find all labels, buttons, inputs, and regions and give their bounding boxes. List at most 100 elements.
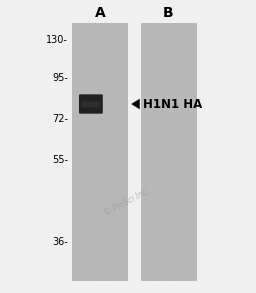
Point	[73, 131, 77, 136]
Point	[191, 138, 195, 142]
Point	[84, 37, 89, 42]
Point	[79, 105, 83, 109]
Point	[94, 30, 98, 35]
Point	[189, 65, 193, 70]
Point	[107, 96, 111, 101]
Point	[119, 237, 123, 241]
Point	[174, 134, 178, 139]
Point	[160, 241, 164, 245]
Point	[185, 94, 189, 99]
Point	[121, 143, 125, 148]
Point	[150, 200, 154, 205]
Point	[163, 107, 167, 111]
Point	[143, 209, 147, 213]
Point	[193, 69, 197, 74]
Point	[167, 161, 171, 166]
Point	[144, 117, 148, 122]
Point	[104, 86, 109, 90]
Point	[167, 225, 171, 230]
Point	[167, 221, 172, 226]
Point	[181, 217, 185, 222]
Point	[144, 146, 148, 150]
Point	[109, 47, 113, 52]
Point	[116, 125, 120, 130]
Point	[186, 54, 190, 59]
Point	[169, 237, 173, 242]
Point	[157, 84, 162, 89]
Point	[119, 118, 123, 123]
Point	[80, 235, 84, 239]
Point	[90, 237, 94, 242]
Point	[168, 68, 173, 72]
Point	[167, 169, 171, 174]
Point	[147, 234, 152, 239]
Point	[116, 92, 120, 96]
Point	[174, 32, 178, 37]
Point	[141, 163, 145, 167]
Point	[77, 78, 81, 82]
Point	[176, 44, 180, 48]
Point	[150, 259, 154, 264]
Point	[104, 128, 109, 133]
Point	[147, 145, 152, 150]
Point	[140, 215, 144, 220]
Point	[107, 213, 111, 217]
Point	[79, 204, 83, 209]
Point	[140, 74, 144, 79]
Point	[74, 200, 78, 205]
Point	[103, 221, 107, 225]
Point	[180, 194, 184, 199]
Point	[148, 217, 152, 222]
Point	[156, 30, 160, 35]
Point	[185, 97, 189, 102]
Point	[70, 120, 74, 125]
Point	[194, 236, 198, 241]
Point	[115, 73, 120, 77]
Point	[117, 146, 121, 150]
Point	[162, 33, 166, 38]
Point	[87, 94, 91, 99]
Point	[185, 222, 189, 226]
Point	[181, 47, 185, 52]
Point	[145, 271, 149, 276]
Point	[100, 271, 104, 276]
Point	[110, 266, 114, 271]
Point	[151, 22, 155, 27]
Point	[89, 248, 93, 253]
Point	[108, 206, 112, 211]
Point	[165, 244, 169, 249]
Point	[91, 98, 95, 103]
Point	[179, 118, 183, 123]
Point	[93, 247, 98, 252]
Point	[100, 182, 104, 187]
Point	[188, 120, 193, 125]
Point	[159, 64, 164, 68]
Point	[166, 44, 170, 49]
Point	[110, 202, 114, 207]
Point	[178, 184, 182, 189]
Point	[116, 62, 120, 67]
Point	[157, 57, 161, 62]
Point	[148, 160, 153, 165]
Point	[164, 63, 168, 68]
Point	[185, 209, 189, 214]
Point	[74, 104, 78, 109]
Point	[96, 108, 100, 113]
Point	[177, 71, 182, 76]
Point	[143, 103, 147, 108]
Point	[125, 264, 129, 268]
Point	[100, 70, 104, 75]
Point	[177, 25, 182, 30]
Point	[166, 266, 170, 271]
Point	[89, 35, 93, 39]
Point	[149, 22, 153, 26]
Point	[184, 228, 188, 233]
Point	[78, 110, 82, 115]
Point	[73, 56, 77, 61]
Point	[106, 265, 110, 270]
Point	[71, 147, 75, 152]
Point	[106, 64, 111, 69]
Point	[142, 75, 146, 80]
Point	[118, 108, 122, 112]
Point	[90, 206, 94, 211]
